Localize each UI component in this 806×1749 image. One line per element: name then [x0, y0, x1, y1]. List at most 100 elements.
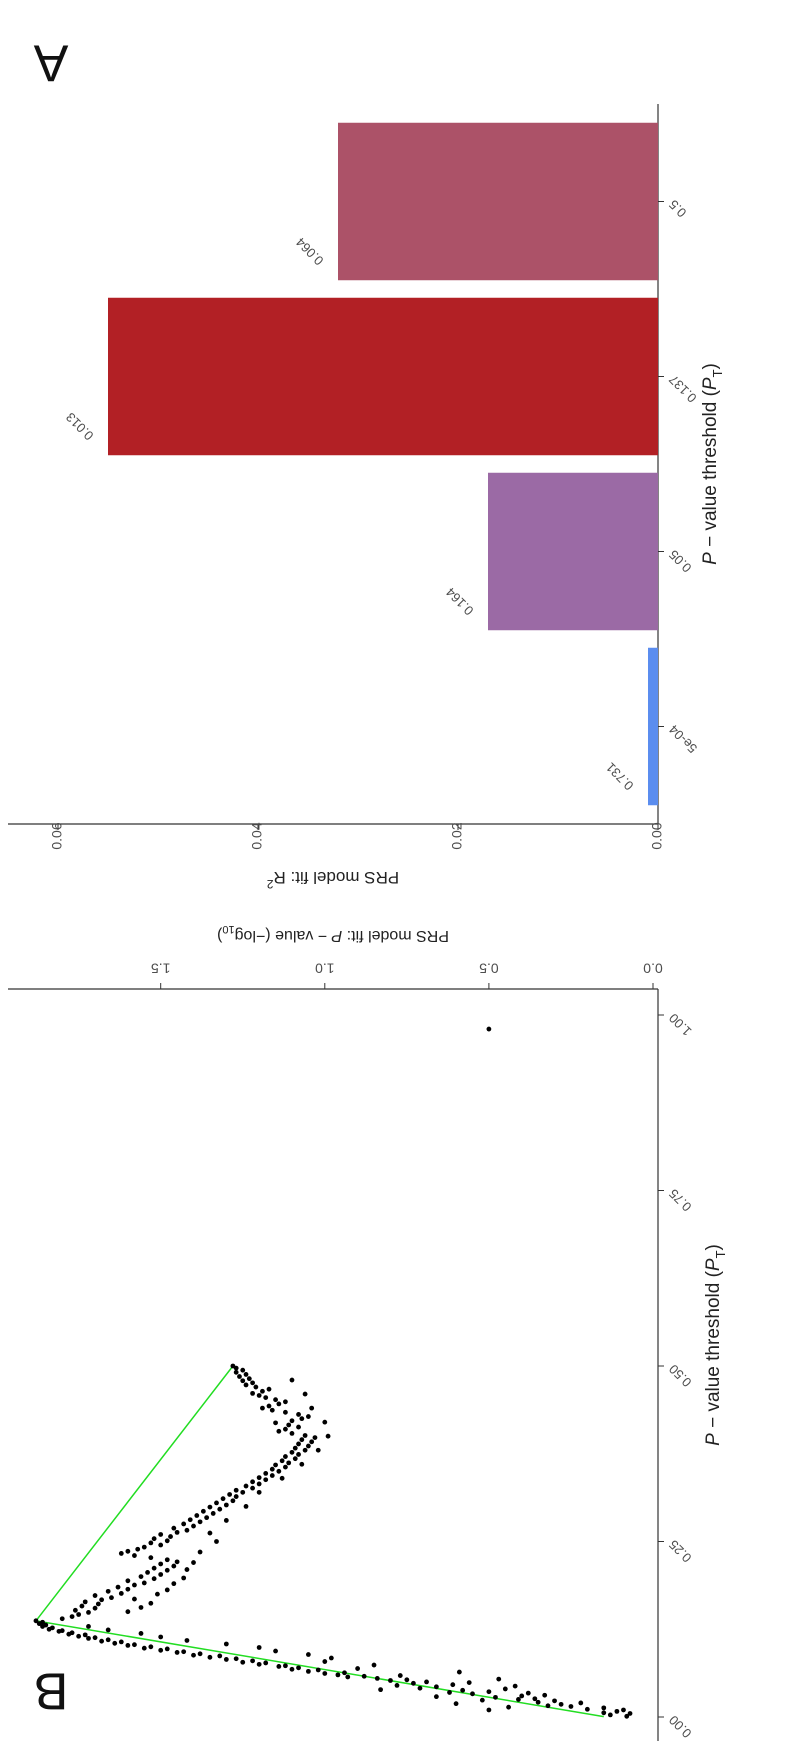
panel-b-point: [584, 1706, 590, 1712]
panel-b-point: [155, 1591, 160, 1597]
panel-b-point: [158, 1572, 164, 1577]
panel-b-point: [184, 1527, 190, 1533]
panel-b-point: [132, 1582, 137, 1588]
panel-b-point: [266, 1386, 272, 1392]
panel-b-point: [289, 1430, 295, 1436]
panel-b-point: [309, 1405, 315, 1411]
panel-b-point: [233, 1494, 239, 1499]
panel-b-point: [171, 1563, 177, 1569]
panel-b-point: [92, 1605, 98, 1611]
panel-b-point: [158, 1647, 164, 1653]
panel-b-point: [217, 1653, 223, 1659]
panel-b-point: [296, 1412, 301, 1417]
panel-b-point: [296, 1441, 301, 1447]
panel-b-point: [378, 1687, 383, 1693]
panel-b-threshold-tick-label: 0.75: [666, 1186, 695, 1215]
panel-b-point: [138, 1574, 144, 1579]
panel-b-point: [512, 1683, 518, 1689]
panel-b-point: [243, 1382, 249, 1388]
panel-b-point: [269, 1466, 275, 1472]
panel-b-point: [174, 1650, 180, 1655]
panel-b-point: [92, 1593, 98, 1598]
panel-b-point: [371, 1662, 377, 1668]
panel-b-point: [263, 1660, 269, 1666]
panel-b-point: [69, 1614, 75, 1620]
panel-b-point: [148, 1540, 154, 1546]
panel-b-point: [305, 1652, 311, 1657]
panel-b-point: [223, 1641, 229, 1647]
panel-b-x-axis-title: P − value threshold (PT): [703, 1244, 728, 1446]
panel-b-point: [243, 1483, 249, 1489]
panel-b-point: [470, 1691, 475, 1697]
panel-a: 0.00 0.02 0.04 0.06 5e-04 0.731 0.05 0.164 0.137…: [8, 33, 725, 891]
panel-b-point: [256, 1489, 262, 1495]
panel-b-point: [40, 1619, 45, 1625]
panel-b-point: [624, 1713, 630, 1719]
panel-b-point: [345, 1674, 351, 1680]
panel-b-point: [496, 1676, 502, 1682]
panel-b-point: [138, 1605, 144, 1610]
panel-b-point: [404, 1677, 410, 1683]
panel-b-point: [305, 1414, 311, 1419]
panel-b-point: [171, 1525, 177, 1531]
panel-b-point: [105, 1588, 111, 1594]
panel-b-point: [502, 1686, 508, 1692]
panel-b-point: [296, 1424, 301, 1430]
panel-b-point: [151, 1536, 157, 1542]
panel-b-point: [151, 1576, 157, 1582]
panel-b-point: [141, 1580, 147, 1586]
panel-b-point: [240, 1489, 246, 1495]
panel-b-point: [283, 1399, 288, 1405]
panel-b-point: [223, 1657, 229, 1662]
panel-b-point: [302, 1391, 308, 1397]
panel-b-point: [269, 1407, 275, 1413]
panel-b-point: [33, 1618, 39, 1624]
panel-b-point: [601, 1705, 607, 1711]
panel-b-point: [486, 1707, 492, 1713]
panel-b-point: [253, 1384, 259, 1390]
panel-b-point: [315, 1447, 321, 1453]
panel-a-category-label: 0.5: [666, 197, 689, 220]
panel-b-point: [112, 1640, 118, 1646]
panel-b-value-tick-label: 1.0: [315, 960, 335, 976]
panel-b-point: [86, 1635, 91, 1641]
panel-b-point: [289, 1418, 295, 1424]
panel-b-point: [125, 1548, 131, 1554]
panel-b-point: [187, 1517, 193, 1523]
panel-b-point: [246, 1376, 252, 1382]
panel-b-point: [181, 1575, 187, 1581]
panel-b-point: [214, 1539, 219, 1544]
panel-b-point: [578, 1700, 584, 1706]
panel-b-point: [447, 1690, 452, 1695]
panel-b-point: [200, 1508, 206, 1514]
panel-b-point: [627, 1711, 633, 1716]
panel-a-letter: A: [33, 33, 68, 91]
panel-b-point: [292, 1445, 298, 1451]
panel-b-point: [256, 1393, 262, 1398]
panel-b-point: [207, 1530, 213, 1536]
panel-b-point: [256, 1645, 262, 1650]
panel-b-point: [233, 1369, 239, 1375]
panel-b-point: [256, 1475, 262, 1481]
panel-b-point: [243, 1372, 249, 1377]
panel-b-point: [486, 1689, 492, 1695]
panel-b-point: [214, 1500, 219, 1506]
panel-b-point: [276, 1428, 282, 1434]
panel-b-point: [292, 1456, 298, 1462]
panel-b-point: [164, 1587, 170, 1593]
panel-b-point: [132, 1596, 137, 1602]
panel-b-point: [411, 1680, 416, 1686]
panel-b-point: [335, 1672, 341, 1678]
panel-b-point: [299, 1416, 305, 1422]
panel-b-point: [82, 1599, 88, 1605]
panel-a-bar-label: 0.731: [603, 760, 637, 794]
panel-b-point: [516, 1697, 521, 1702]
panel-b-point: [43, 1622, 49, 1628]
panel-a-bar: [488, 472, 658, 631]
panel-b-point: [286, 1460, 292, 1466]
panel-b-point: [568, 1704, 574, 1709]
panel-b-point: [479, 1697, 485, 1703]
panel-b-point: [223, 1518, 229, 1523]
panel-b-point: [79, 1603, 85, 1609]
panel-b-point: [217, 1506, 223, 1512]
